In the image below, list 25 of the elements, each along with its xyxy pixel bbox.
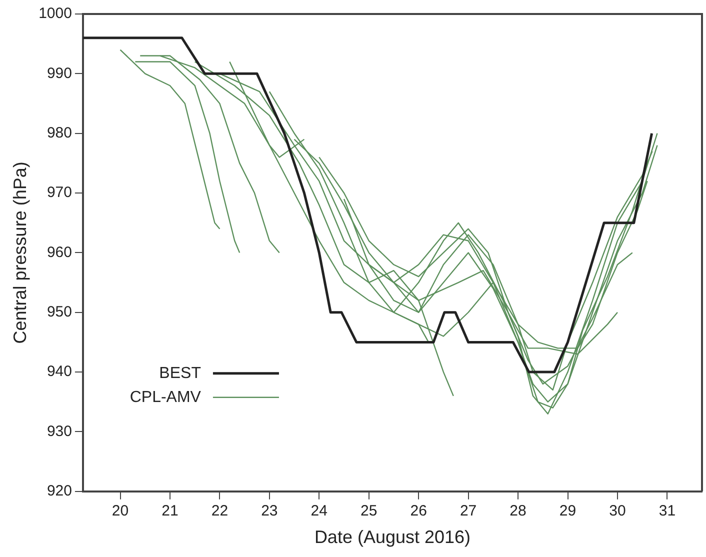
- x-tick-label: 21: [162, 502, 178, 520]
- y-tick-label: 970: [46, 184, 72, 202]
- x-tick-label: 20: [112, 502, 129, 520]
- y-tick-label: 920: [46, 482, 72, 500]
- y-tick-label: 950: [46, 304, 72, 321]
- x-tick-label: 22: [211, 502, 228, 520]
- x-tick-label: 29: [559, 502, 576, 520]
- x-tick-label: 31: [658, 502, 676, 520]
- x-tick-label: 24: [310, 502, 328, 520]
- x-tick-label: 23: [261, 502, 278, 520]
- y-axis-title: Central pressure (hPa): [10, 162, 30, 344]
- x-tick-label: 26: [410, 502, 427, 520]
- y-tick-label: 960: [46, 244, 72, 261]
- x-tick-label: 30: [609, 502, 626, 520]
- x-tick-label: 25: [360, 502, 378, 520]
- x-tick-label: 27: [460, 502, 477, 520]
- legend-label: BEST: [159, 364, 202, 382]
- legend-label: CPL-AMV: [130, 388, 202, 406]
- y-tick-label: 930: [46, 422, 72, 440]
- x-tick-label: 28: [510, 502, 526, 520]
- y-tick-label: 990: [46, 64, 72, 82]
- y-tick-label: 980: [46, 124, 72, 142]
- y-tick-label: 940: [46, 363, 72, 380]
- y-tick-label: 1000: [38, 5, 72, 22]
- x-axis-title: Date (August 2016): [314, 527, 471, 548]
